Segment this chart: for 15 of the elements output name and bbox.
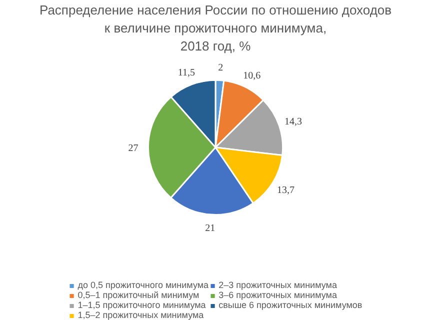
legend-label: 3–6 прожиточных минимума bbox=[218, 290, 337, 300]
legend-label: свыше 6 прожиточных минимумов bbox=[218, 300, 362, 310]
legend-label: 2–3 прожиточных минимума bbox=[218, 280, 337, 290]
chart-title: Распределение населения России по отношению доходов к величине прожиточного минимума, 2018 год, % bbox=[39, 2, 392, 54]
legend-label: 1,5–2 прожиточных минимума bbox=[78, 310, 204, 320]
data-label: 10,6 bbox=[243, 70, 261, 82]
legend-label: до 0,5 прожиточного минимума bbox=[78, 280, 209, 290]
data-label: 14,3 bbox=[284, 116, 302, 128]
data-label: 21 bbox=[205, 223, 216, 234]
legend-label: 0,5–1 прожиточный минимум bbox=[78, 290, 200, 300]
data-label: 11,5 bbox=[178, 68, 196, 79]
legend-label: 1–1,5 прожиточного минимума bbox=[78, 300, 206, 310]
data-label: 2 bbox=[218, 62, 224, 74]
data-label: 27 bbox=[128, 142, 138, 154]
data-label: 13,7 bbox=[276, 184, 294, 196]
